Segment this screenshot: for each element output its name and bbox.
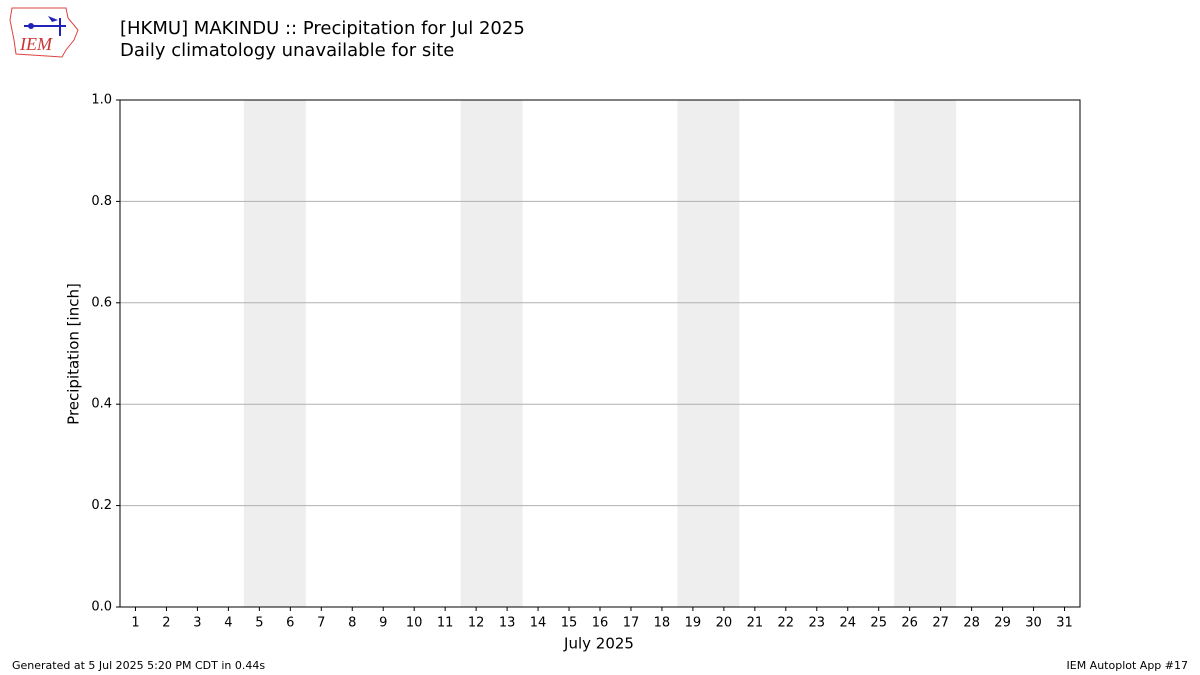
x-tick-label: 17 bbox=[623, 616, 640, 631]
footer-left: Generated at 5 Jul 2025 5:20 PM CDT in 0… bbox=[12, 659, 265, 672]
x-tick-label: 14 bbox=[530, 616, 547, 631]
x-tick-label: 31 bbox=[1056, 616, 1073, 631]
plot-frame bbox=[119, 99, 1081, 608]
x-tick-label: 24 bbox=[839, 616, 856, 631]
x-tick-label: 3 bbox=[193, 616, 201, 631]
y-tick-label: 0.8 bbox=[91, 194, 112, 209]
x-tick-label: 25 bbox=[870, 616, 887, 631]
x-tick-label: 4 bbox=[224, 616, 232, 631]
x-tick-label: 28 bbox=[963, 616, 980, 631]
x-tick-label: 2 bbox=[162, 616, 170, 631]
x-tick-label: 26 bbox=[901, 616, 918, 631]
x-tick-label: 6 bbox=[286, 616, 294, 631]
weekend-band bbox=[243, 100, 306, 607]
x-tick-label: 15 bbox=[561, 616, 578, 631]
logo: IEM bbox=[9, 7, 79, 58]
y-axis-label: Precipitation [inch] bbox=[65, 283, 83, 425]
x-tick-label: 20 bbox=[716, 616, 733, 631]
y-tick-label: 0.0 bbox=[91, 600, 112, 615]
logo-text: IEM bbox=[19, 34, 53, 54]
x-tick-label: 27 bbox=[932, 616, 949, 631]
x-axis-label: July 2025 bbox=[563, 635, 634, 653]
chart-subtitle: Daily climatology unavailable for site bbox=[120, 40, 454, 61]
chart-title: [HKMU] MAKINDU :: Precipitation for Jul … bbox=[120, 18, 525, 39]
x-tick-label: 1 bbox=[131, 616, 139, 631]
x-tick-label: 5 bbox=[255, 616, 263, 631]
x-tick-label: 21 bbox=[747, 616, 764, 631]
footer-right: IEM Autoplot App #17 bbox=[1067, 659, 1189, 672]
weekend-band bbox=[677, 100, 740, 607]
x-tick-label: 30 bbox=[1025, 616, 1042, 631]
x-tick-label: 8 bbox=[348, 616, 356, 631]
y-tick-label: 0.6 bbox=[91, 295, 112, 310]
x-tick-label: 13 bbox=[499, 616, 516, 631]
x-tick-label: 16 bbox=[592, 616, 609, 631]
x-tick-label: 22 bbox=[778, 616, 795, 631]
x-tick-label: 10 bbox=[406, 616, 423, 631]
x-tick-label: 9 bbox=[379, 616, 387, 631]
y-tick-label: 0.2 bbox=[91, 498, 112, 513]
x-tick-label: 23 bbox=[809, 616, 826, 631]
x-tick-label: 12 bbox=[468, 616, 485, 631]
weekend-band bbox=[460, 100, 523, 607]
y-tick-label: 1.0 bbox=[91, 93, 112, 108]
x-tick-label: 7 bbox=[317, 616, 325, 631]
x-tick-label: 19 bbox=[685, 616, 702, 631]
x-tick-label: 29 bbox=[994, 616, 1011, 631]
y-tick-label: 0.4 bbox=[91, 397, 112, 412]
x-tick-label: 11 bbox=[437, 616, 454, 631]
x-tick-label: 18 bbox=[654, 616, 671, 631]
weekend-band bbox=[894, 100, 957, 607]
